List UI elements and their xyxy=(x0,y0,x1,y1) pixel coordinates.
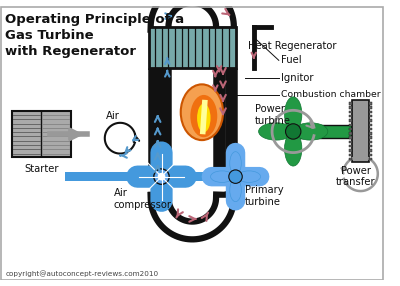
Circle shape xyxy=(229,170,242,183)
Bar xyxy=(349,115,352,118)
Text: Primary
turbine: Primary turbine xyxy=(245,185,284,207)
Ellipse shape xyxy=(181,84,223,140)
Ellipse shape xyxy=(210,171,234,182)
Bar xyxy=(369,136,372,139)
Bar xyxy=(349,149,352,152)
Bar xyxy=(349,141,352,143)
Bar xyxy=(65,172,267,181)
Bar xyxy=(369,132,372,135)
Bar xyxy=(349,128,352,130)
Bar xyxy=(352,100,369,162)
Ellipse shape xyxy=(284,97,302,132)
Bar xyxy=(349,119,352,122)
Bar xyxy=(369,154,372,156)
Bar xyxy=(369,102,372,105)
Bar xyxy=(369,158,372,160)
Ellipse shape xyxy=(258,123,293,140)
Bar xyxy=(349,154,352,156)
Bar xyxy=(369,128,372,130)
Bar xyxy=(12,111,71,157)
Bar xyxy=(349,124,352,126)
Ellipse shape xyxy=(155,152,168,175)
Bar xyxy=(349,145,352,148)
Ellipse shape xyxy=(197,104,210,132)
Bar xyxy=(369,111,372,113)
Bar xyxy=(181,173,200,180)
Bar xyxy=(65,173,162,180)
Text: Starter: Starter xyxy=(24,164,58,174)
Bar xyxy=(369,115,372,118)
Circle shape xyxy=(158,173,165,180)
Text: Power
turbine: Power turbine xyxy=(255,104,291,126)
Bar xyxy=(369,149,372,152)
Text: Operating Principle of a
Gas Turbine
with Regenerator: Operating Principle of a Gas Turbine wit… xyxy=(5,13,184,58)
Bar xyxy=(369,119,372,122)
Ellipse shape xyxy=(284,132,302,166)
Bar xyxy=(349,136,352,139)
Ellipse shape xyxy=(164,170,186,183)
Text: Combustion chamber: Combustion chamber xyxy=(281,90,380,100)
Ellipse shape xyxy=(230,152,241,175)
Text: Fuel: Fuel xyxy=(281,55,301,65)
Ellipse shape xyxy=(238,171,260,182)
Ellipse shape xyxy=(136,170,160,183)
Bar xyxy=(349,132,352,135)
Text: copyright@autoconcept-reviews.com2010: copyright@autoconcept-reviews.com2010 xyxy=(6,270,159,277)
Bar xyxy=(349,111,352,113)
Polygon shape xyxy=(154,198,231,236)
Bar xyxy=(298,125,365,138)
Ellipse shape xyxy=(155,178,168,202)
Text: Air
compressor: Air compressor xyxy=(114,188,172,210)
Bar xyxy=(369,141,372,143)
Circle shape xyxy=(286,124,301,139)
Ellipse shape xyxy=(293,123,328,140)
Bar xyxy=(369,124,372,126)
Bar xyxy=(149,27,236,68)
Bar xyxy=(349,102,352,105)
Bar xyxy=(115,173,133,180)
Bar xyxy=(349,106,352,109)
Text: Ignitor: Ignitor xyxy=(281,73,313,83)
Bar xyxy=(349,158,352,160)
Ellipse shape xyxy=(230,178,241,202)
Text: Power
transfer: Power transfer xyxy=(336,166,376,187)
Bar xyxy=(369,106,372,109)
Bar xyxy=(369,145,372,148)
Text: Heat Regenerator: Heat Regenerator xyxy=(248,41,336,51)
Polygon shape xyxy=(154,0,231,27)
Text: Air: Air xyxy=(106,111,120,121)
Circle shape xyxy=(154,169,169,184)
Ellipse shape xyxy=(190,95,217,137)
